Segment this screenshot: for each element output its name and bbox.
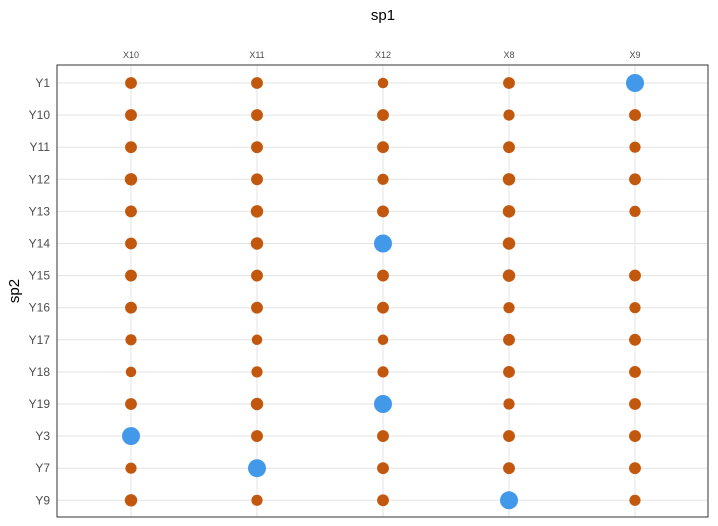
data-point	[629, 430, 641, 443]
data-point	[250, 237, 264, 250]
data-point	[251, 109, 263, 122]
highlight-point	[626, 74, 644, 92]
data-point	[629, 205, 641, 217]
data-point	[251, 301, 263, 314]
y-tick-label: Y15	[29, 269, 51, 283]
data-point	[503, 141, 515, 154]
data-point	[377, 141, 389, 154]
data-point	[629, 173, 641, 186]
data-point	[125, 366, 137, 378]
data-point	[377, 430, 389, 443]
data-point	[503, 462, 515, 475]
data-point	[124, 173, 138, 186]
x-tick-label: X10	[123, 50, 139, 60]
x-axis-title: sp1	[371, 7, 395, 24]
data-point	[629, 109, 641, 122]
data-point	[629, 333, 641, 346]
data-point	[502, 269, 516, 282]
highlight-point	[500, 491, 518, 510]
x-tick-label: X11	[249, 50, 264, 60]
data-point	[503, 109, 515, 121]
data-point	[502, 205, 516, 218]
data-point	[251, 366, 263, 378]
data-point	[377, 366, 389, 378]
y-tick-label: Y13	[29, 204, 51, 218]
data-point	[377, 173, 389, 185]
data-point	[124, 494, 138, 507]
data-point	[251, 173, 263, 186]
x-tick-label: X12	[375, 50, 391, 60]
y-tick-label: Y11	[30, 140, 51, 154]
data-point	[251, 494, 263, 506]
data-point	[250, 397, 264, 411]
y-tick-label: Y18	[29, 365, 51, 379]
data-point	[125, 237, 137, 250]
data-point	[377, 462, 389, 475]
y-tick-label: Y7	[35, 461, 50, 475]
data-point	[503, 302, 515, 314]
highlight-point	[374, 395, 392, 413]
y-tick-label: Y9	[35, 493, 50, 507]
data-point	[503, 398, 515, 410]
data-point	[125, 77, 137, 89]
y-tick-label: Y14	[29, 237, 51, 251]
data-point	[125, 141, 137, 154]
data-point	[629, 462, 641, 475]
data-point	[125, 205, 137, 218]
data-points	[122, 74, 644, 510]
data-point	[377, 301, 389, 314]
data-point	[125, 301, 137, 314]
data-point	[250, 205, 264, 218]
data-point	[503, 430, 515, 443]
y-axis-title: sp2	[6, 279, 23, 303]
data-point	[629, 494, 641, 506]
y-tick-label: Y3	[35, 429, 50, 443]
data-point	[377, 205, 389, 218]
highlight-point	[122, 427, 140, 446]
y-tick-labels: Y1 Y10 Y11 Y12 Y13 Y14 Y15 Y16 Y17 Y18 Y19 Y3 Y7 Y9	[29, 76, 51, 507]
y-tick-label: Y10	[29, 108, 51, 122]
data-point	[251, 77, 263, 89]
data-point	[629, 302, 641, 314]
highlight-point	[374, 234, 392, 253]
data-point	[377, 334, 389, 346]
panel-border	[56, 64, 709, 518]
data-point	[503, 77, 515, 89]
data-point	[503, 333, 515, 346]
data-point	[125, 462, 137, 474]
data-point	[629, 269, 641, 282]
data-point	[125, 398, 137, 410]
grid-lines	[57, 65, 708, 517]
data-point	[503, 365, 515, 378]
data-point	[502, 173, 516, 186]
data-point	[377, 494, 389, 507]
data-point	[377, 109, 389, 122]
data-point	[377, 269, 389, 282]
x-tick-label: X9	[629, 50, 640, 60]
data-point	[251, 141, 263, 154]
data-point	[125, 269, 137, 282]
highlight-point	[248, 459, 266, 478]
data-point	[629, 141, 641, 153]
data-point	[502, 237, 516, 250]
data-point	[125, 109, 137, 122]
data-point	[377, 77, 389, 89]
x-tick-label: X8	[503, 50, 514, 60]
data-point	[251, 430, 263, 443]
data-point	[629, 398, 641, 410]
data-point	[629, 365, 641, 378]
y-tick-label: Y16	[29, 301, 51, 315]
y-tick-label: Y19	[29, 397, 51, 411]
x-tick-labels: X10 X11 X12 X8 X9	[123, 50, 641, 60]
y-tick-label: Y12	[29, 172, 51, 186]
data-point	[125, 334, 137, 346]
y-tick-label: Y17	[29, 333, 51, 347]
data-point	[251, 269, 263, 282]
data-point	[251, 334, 263, 346]
y-tick-label: Y1	[35, 76, 50, 90]
